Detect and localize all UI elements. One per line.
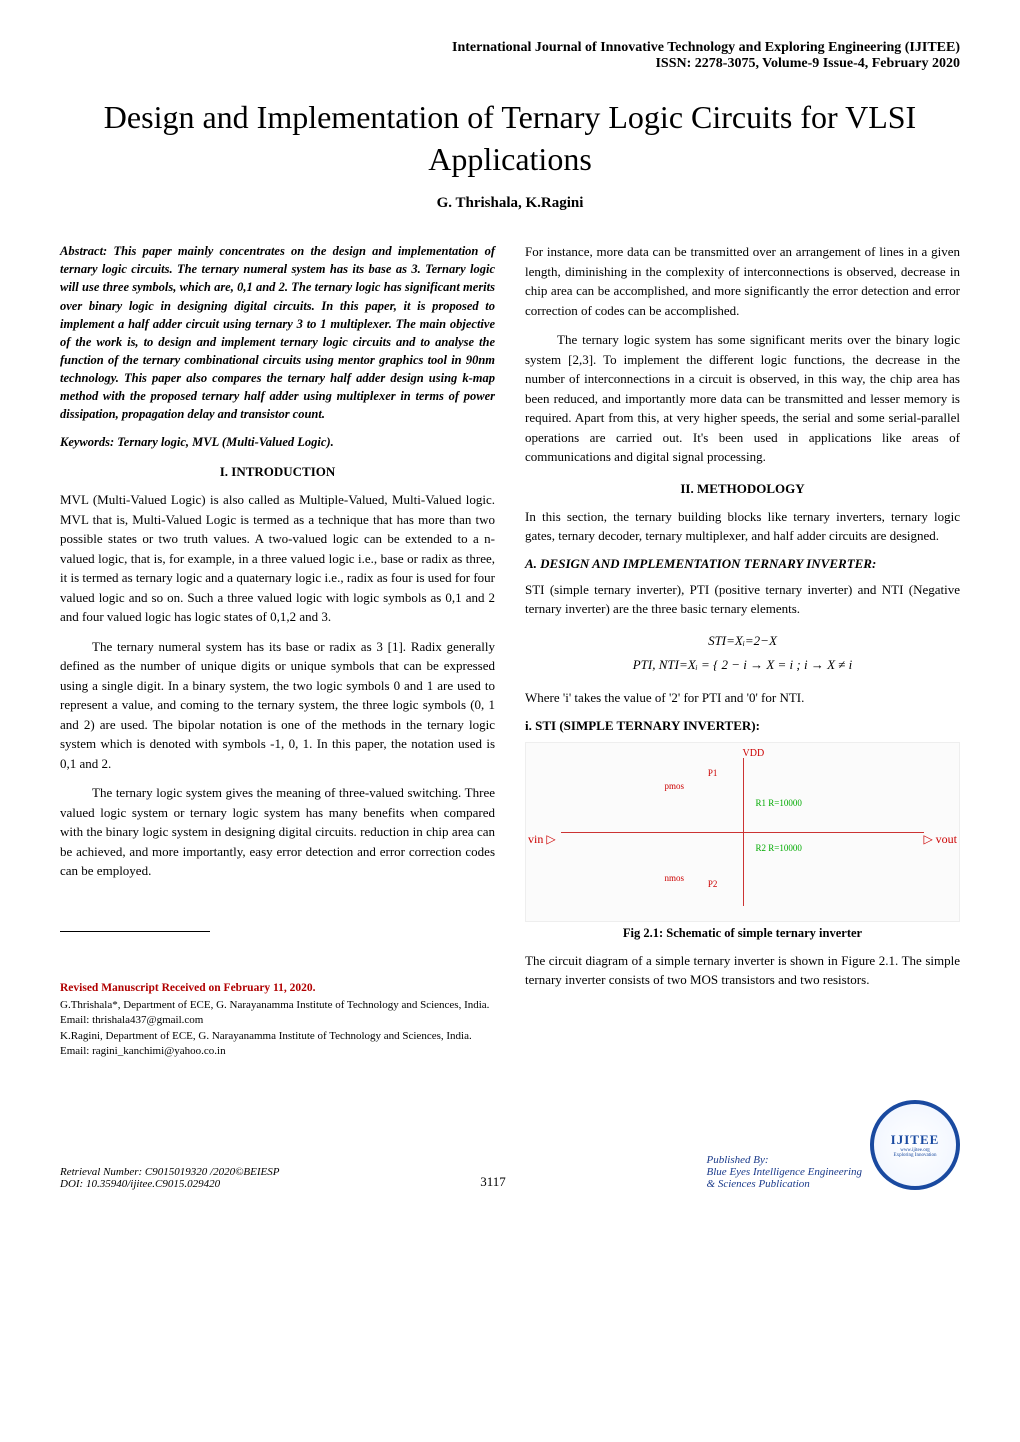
- keywords-text: Ternary logic, MVL (Multi-Valued Logic).: [114, 435, 334, 449]
- journal-issn: ISSN: 2278-3075, Volume-9 Issue-4, Febru…: [60, 56, 960, 72]
- keywords-label: Keywords:: [60, 435, 114, 449]
- fig-p1-label: P1: [708, 768, 718, 778]
- where-line: Where 'i' takes the value of '2' for PTI…: [525, 688, 960, 708]
- authors: G. Thrishala, K.Ragini: [60, 195, 960, 212]
- fig-r1-label: R1 R=10000: [755, 798, 801, 808]
- author-info-2: K.Ragini, Department of ECE, G. Narayana…: [60, 1029, 495, 1060]
- fig-p2-label: P2: [708, 879, 718, 889]
- divider: [60, 931, 210, 932]
- section-method-heading: II. METHODOLOGY: [525, 481, 960, 497]
- formula-block: STI=Xᵢ=2−X PTI, NTI=Xᵢ = { 2 − i → X = i…: [525, 629, 960, 678]
- section-intro-heading: I. INTRODUCTION: [60, 464, 495, 480]
- right-p2: The ternary logic system has some signif…: [525, 330, 960, 467]
- abstract-label: Abstract:: [60, 244, 107, 258]
- manuscript-received: Revised Manuscript Received on February …: [60, 982, 495, 994]
- fig-vout-label: ▷ vout: [923, 832, 957, 847]
- formula-2: PTI, NTI=Xᵢ = { 2 − i → X = i ; i → X ≠ …: [525, 653, 960, 678]
- doi: DOI: 10.35940/ijitee.C9015.029420: [60, 1178, 279, 1190]
- left-column: Abstract: This paper mainly concentrates…: [60, 242, 495, 1059]
- logo-text: IJITEE: [891, 1132, 940, 1148]
- fig-r2-label: R2 R=10000: [755, 843, 801, 853]
- logo-subtext: Exploring Innovation: [894, 1153, 937, 1158]
- intro-p2: The ternary numeral system has its base …: [60, 637, 495, 774]
- publisher-line-2: & Sciences Publication: [707, 1178, 862, 1190]
- schematic-figure: VDD vin ▷ ▷ vout P1 pmos R1 R=10000 R2 R…: [525, 742, 960, 922]
- abstract-text: This paper mainly concentrates on the de…: [60, 244, 495, 421]
- publisher-line-1: Blue Eyes Intelligence Engineering: [707, 1166, 862, 1178]
- intro-p3: The ternary logic system gives the meani…: [60, 783, 495, 881]
- footer: Retrieval Number: C9015019320 /2020©BEIE…: [60, 1100, 960, 1190]
- formula-1: STI=Xᵢ=2−X: [525, 629, 960, 654]
- journal-logo: IJITEE www.ijitee.org Exploring Innovati…: [870, 1100, 960, 1190]
- sub-a-p1: STI (simple ternary inverter), PTI (posi…: [525, 580, 960, 619]
- right-column: For instance, more data can be transmitt…: [525, 242, 960, 1059]
- subheading-i: i. STI (SIMPLE TERNARY INVERTER):: [525, 718, 960, 734]
- journal-name: International Journal of Innovative Tech…: [60, 40, 960, 56]
- fig-pmos-label: pmos: [665, 781, 685, 791]
- fig-vdd-label: VDD: [743, 748, 765, 759]
- published-by-label: Published By:: [707, 1154, 862, 1166]
- paper-title: Design and Implementation of Ternary Log…: [60, 97, 960, 180]
- abstract: Abstract: This paper mainly concentrates…: [60, 242, 495, 423]
- fig-vin-label: vin ▷: [528, 832, 556, 847]
- right-p1: For instance, more data can be transmitt…: [525, 242, 960, 320]
- fig-horizontal-line: [561, 832, 925, 833]
- author-info-1: G.Thrishala*, Department of ECE, G. Nara…: [60, 998, 495, 1029]
- intro-p1: MVL (Multi-Valued Logic) is also called …: [60, 490, 495, 627]
- page-number: 3117: [480, 1174, 506, 1190]
- after-fig-p: The circuit diagram of a simple ternary …: [525, 951, 960, 990]
- method-p1: In this section, the ternary building bl…: [525, 507, 960, 546]
- keywords: Keywords: Ternary logic, MVL (Multi-Valu…: [60, 435, 495, 450]
- subheading-a: A. DESIGN AND IMPLEMENTATION TERNARY INV…: [525, 556, 960, 572]
- figure-caption: Fig 2.1: Schematic of simple ternary inv…: [525, 926, 960, 941]
- retrieval-number: Retrieval Number: C9015019320 /2020©BEIE…: [60, 1166, 279, 1178]
- fig-nmos-label: nmos: [665, 873, 685, 883]
